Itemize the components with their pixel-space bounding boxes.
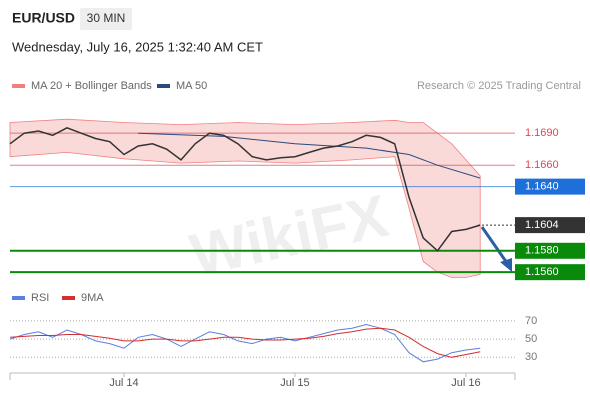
forecast-arrowhead [500, 258, 512, 272]
forecast-arrow [480, 226, 509, 264]
x-tick-label: Jul 16 [451, 377, 480, 389]
x-tick-label: Jul 14 [109, 377, 138, 389]
timeframe: 30 MIN [87, 11, 126, 25]
level-label: 1.1580 [525, 245, 559, 257]
credit: Research © 2025 Trading Central [417, 80, 581, 92]
level-label: 1.1660 [525, 159, 559, 171]
legend-swatch [12, 84, 25, 88]
legend-label: MA 50 [176, 80, 207, 92]
bollinger-band [9, 118, 481, 278]
y-tick-label: 70 [525, 315, 537, 327]
ma-line [138, 132, 481, 179]
legend-label: RSI [31, 292, 49, 304]
level-box [515, 264, 585, 281]
date: Wednesday, July 16, 2025 1:32:40 AM CET [12, 39, 263, 54]
legend-swatch [62, 296, 75, 300]
legend-label: 9MA [81, 292, 104, 304]
y-tick-label: 30 [525, 351, 537, 363]
x-tick-label: Jul 15 [280, 377, 309, 389]
y-tick-label: 50 [525, 333, 537, 345]
level-box [515, 178, 585, 195]
level-label: 1.1640 [525, 181, 559, 193]
legend-label: MA 20 + Bollinger Bands [31, 80, 152, 92]
level-label: 1.1690 [525, 127, 559, 139]
level-label: 1.1604 [525, 219, 559, 231]
rsi-line [9, 327, 481, 358]
legend-swatch [157, 84, 170, 88]
level-label: 1.1560 [525, 266, 559, 278]
rsi-line [9, 323, 481, 363]
legend-swatch [12, 296, 25, 300]
price-line [9, 126, 481, 252]
symbol: EUR/USD [12, 10, 75, 26]
level-box [515, 242, 585, 259]
timeframe-badge [80, 8, 132, 30]
level-box [515, 217, 585, 234]
